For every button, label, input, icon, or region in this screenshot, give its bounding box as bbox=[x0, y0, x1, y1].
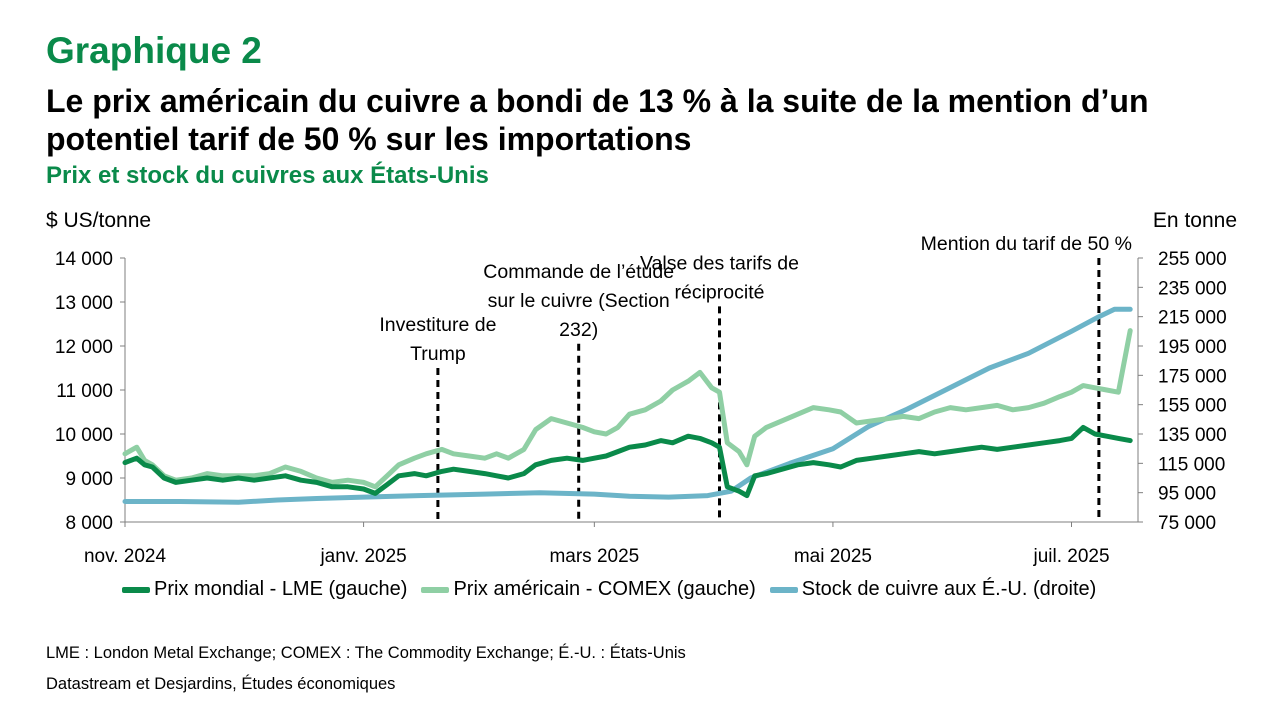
left-tick-label: 14 000 bbox=[55, 249, 113, 270]
series-lines bbox=[122, 306, 1133, 505]
event-annotation: Investiture de bbox=[379, 314, 496, 336]
event-annotation: Trump bbox=[410, 343, 466, 365]
series-line-0 bbox=[122, 424, 1133, 499]
event-annotation: sur le cuivre (Section bbox=[488, 290, 670, 312]
event-annotation: Valse des tarifs de bbox=[640, 252, 799, 274]
right-tick-label: 235 000 bbox=[1158, 278, 1227, 299]
chart-title: Le prix américain du cuivre a bondi de 1… bbox=[46, 83, 1149, 157]
legend-swatch-comex bbox=[421, 586, 450, 593]
x-tick-label: nov. 2024 bbox=[84, 546, 166, 567]
x-tick-label: juil. 2025 bbox=[1032, 546, 1109, 567]
right-tick-label: 255 000 bbox=[1158, 249, 1227, 270]
right-tick-label: 95 000 bbox=[1158, 484, 1216, 505]
legend-label-stock: Stock de cuivre aux É.-U. (droite) bbox=[801, 578, 1097, 600]
chart-subtitle: Prix et stock du cuivres aux États-Unis bbox=[46, 162, 489, 189]
right-tick-label: 175 000 bbox=[1158, 366, 1227, 387]
right-tick-label: 195 000 bbox=[1158, 337, 1227, 358]
legend-label-lme: Prix mondial - LME (gauche) bbox=[154, 578, 408, 600]
x-tick-label: mars 2025 bbox=[549, 546, 639, 567]
right-tick-label: 155 000 bbox=[1158, 396, 1227, 417]
legend-swatch-stock bbox=[769, 586, 798, 593]
left-tick-label: 9 000 bbox=[65, 469, 113, 490]
event-annotation: Mention du tarif de 50 % bbox=[921, 233, 1132, 255]
legend-item-lme: Prix mondial - LME (gauche) bbox=[122, 578, 407, 601]
left-tick-label: 10 000 bbox=[55, 425, 113, 446]
left-tick-label: 13 000 bbox=[55, 293, 113, 314]
right-axis-unit: En tonne bbox=[1153, 209, 1237, 232]
series-line-2 bbox=[122, 306, 1133, 505]
left-tick-label: 8 000 bbox=[65, 513, 113, 534]
chart-label: Graphique 2 bbox=[46, 30, 262, 71]
left-tick-label: 12 000 bbox=[55, 337, 113, 358]
line-chart: $ US/tonne En tonne 8 000 9 000 10 000 11 0… bbox=[46, 209, 1237, 567]
right-tick-label: 115 000 bbox=[1158, 454, 1225, 475]
event-markers: Investiture de Trump Commande de l’étude su… bbox=[379, 233, 1132, 522]
x-tick-label: mai 2025 bbox=[794, 546, 872, 567]
axes: 8 000 9 000 10 000 11 000 12 000 13 000 14 000… bbox=[55, 249, 1227, 567]
x-tick-label: janv. 2025 bbox=[319, 546, 406, 567]
legend-item-stock: Stock de cuivre aux É.-U. (droite) bbox=[769, 578, 1097, 601]
legend-label-comex: Prix américain - COMEX (gauche) bbox=[453, 578, 756, 600]
footnote-abbreviations: LME : London Metal Exchange; COMEX : The… bbox=[46, 644, 686, 662]
legend-swatch-lme bbox=[122, 586, 150, 593]
legend-item-comex: Prix américain - COMEX (gauche) bbox=[421, 578, 756, 601]
series-line-1 bbox=[122, 328, 1133, 490]
right-tick-label: 135 000 bbox=[1158, 425, 1227, 446]
event-annotation: 232) bbox=[559, 319, 598, 341]
left-axis-unit: $ US/tonne bbox=[46, 209, 151, 232]
legend: Prix mondial - LME (gauche) Prix américa… bbox=[122, 578, 1096, 601]
footnote-source: Datastream et Desjardins, Études économi… bbox=[46, 675, 396, 693]
event-annotation: Commande de l’étude bbox=[483, 261, 674, 283]
left-tick-label: 11 000 bbox=[56, 381, 113, 402]
event-annotation: réciprocité bbox=[675, 281, 765, 303]
right-tick-label: 75 000 bbox=[1158, 513, 1216, 534]
right-tick-label: 215 000 bbox=[1158, 308, 1227, 329]
